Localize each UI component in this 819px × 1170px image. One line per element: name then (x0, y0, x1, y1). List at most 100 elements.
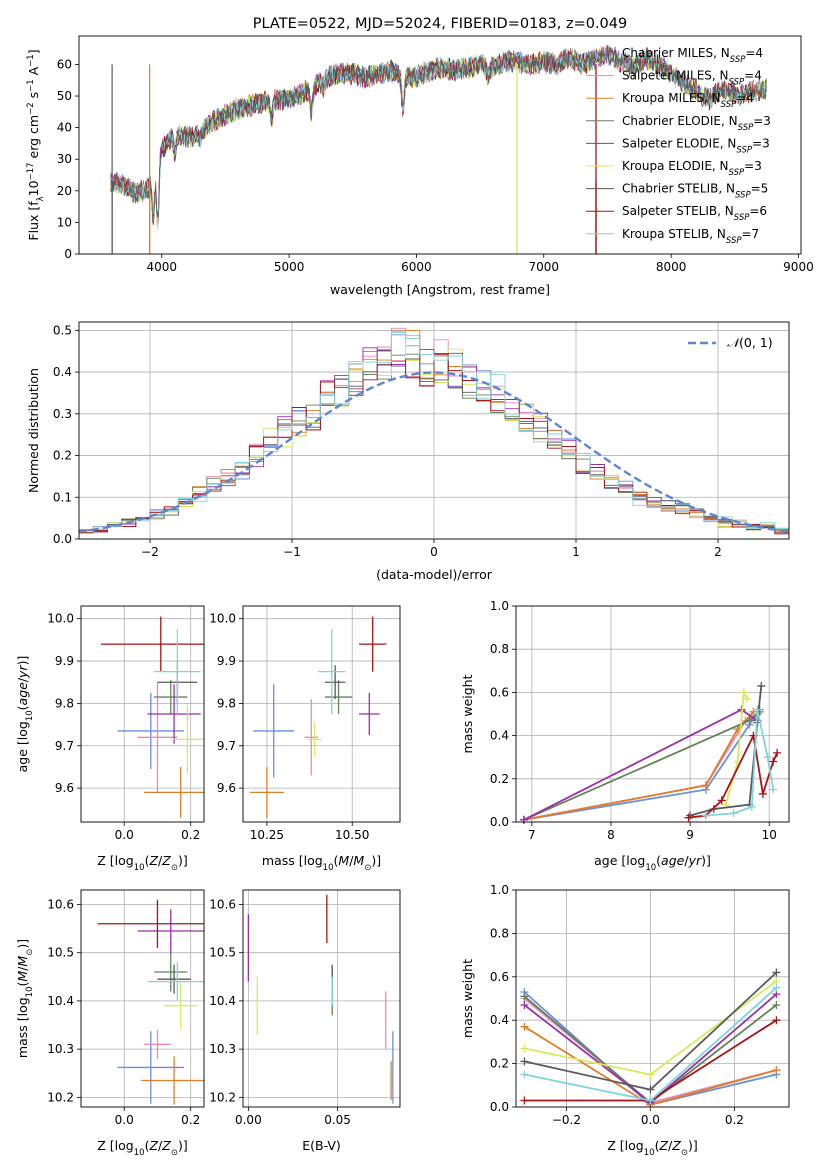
legend-entry-kroupa_elodie: Kroupa ELODIE, NSSP=3 (622, 159, 762, 178)
x-axis-label: Z [log10(Z/Z⊙)] (607, 1138, 697, 1158)
mass-weight-point-chabrier_stelib (520, 1057, 529, 1066)
mass-weight-line-kroupa_stelib (705, 709, 775, 817)
axes-residuals: −2 −1 0 1 2 0.0 0.1 0.2 0.3 0.4 0.5 𝒩(0, 1) (data-mo… (26, 321, 790, 582)
y-tick-label: 10.2 (47, 1090, 74, 1104)
mass-weight-point-kroupa_stelib (769, 785, 778, 794)
x-tick-label: 7 (528, 828, 536, 842)
x-tick-label: 0.2 (725, 1113, 744, 1127)
y-tick-label: 9.6 (217, 781, 236, 795)
mass-weight-point-kroupa_stelib (763, 753, 772, 762)
mass-weight-point-kroupa_miles (520, 1022, 529, 1031)
legend: Chabrier MILES, NSSP=4 Salpeter MILES, NS… (586, 46, 771, 246)
y-tick-label: 9.9 (217, 654, 236, 668)
y-tick-label: 0.0 (490, 815, 509, 829)
axes-frame (80, 605, 205, 823)
y-tick-label: 9.9 (55, 654, 74, 668)
x-tick-label: −2 (141, 545, 159, 559)
mass-weight-point-salpeter_stelib (758, 789, 767, 798)
mass-weight-point-kroupa_stelib (753, 705, 762, 714)
gaussian-curve (79, 371, 789, 533)
x-axis-label: E(B-V) (302, 1138, 341, 1153)
y-axis-label: mass weight (460, 959, 475, 1038)
axes-frame (515, 605, 790, 823)
x-axis-label: Z [log10(Z/Z⊙)] (97, 1138, 187, 1158)
y-tick-label: 0.4 (53, 365, 72, 379)
legend-entry-chabrier_stelib: Chabrier STELIB, NSSP=5 (622, 182, 768, 201)
x-tick-label: 0.0 (641, 1113, 660, 1127)
axes-frame (242, 889, 401, 1108)
y-axis-label: age [log10(age/yr)] (15, 656, 35, 773)
y-tick-label: 9.8 (217, 696, 236, 710)
y-tick-label: 0.6 (490, 970, 509, 984)
legend-entry-chabrier_miles: Chabrier MILES, NSSP=4 (622, 46, 763, 65)
y-tick-label: 10.6 (209, 897, 236, 911)
y-tick-label: 0.4 (490, 729, 509, 743)
mass-weight-point-chabrier_stelib (757, 681, 766, 690)
y-axis-label: mass weight (460, 674, 475, 753)
y-tick-label: 0.2 (53, 449, 72, 463)
x-tick-label: 9000 (783, 260, 814, 274)
y-tick-label: 0 (64, 247, 72, 261)
y-tick-label: 9.8 (55, 696, 74, 710)
x-tick-label: 4000 (146, 260, 177, 274)
y-tick-label: 1.0 (490, 883, 509, 897)
y-tick-label: 50 (57, 89, 72, 103)
axes-massweight_vs_age: 7 8 9 10 0.0 0.2 0.4 0.6 0.8 1.0 age [log10(age/yr… (460, 599, 790, 873)
mass-weight-point-salpeter_stelib (773, 748, 782, 757)
mass-weight-point-kroupa_elodie (739, 688, 748, 697)
axes-age_vs_mass: 10.25 10.50 9.6 9.7 9.8 9.9 10.0 mass [log10(M/… (209, 605, 401, 873)
mass-weight-point-salpeter_elodie (520, 1001, 529, 1010)
mass-weight-point-kroupa_stelib (772, 983, 781, 992)
x-tick-label: −0.2 (552, 1113, 581, 1127)
mass-weight-point-kroupa_stelib (729, 809, 738, 818)
chart-title: PLATE=0522, MJD=52024, FIBERID=0183, z=0… (253, 16, 627, 32)
y-tick-label: 10.4 (47, 994, 74, 1008)
x-tick-label: 0.2 (181, 828, 200, 842)
mass-weight-point-kroupa_stelib (520, 1070, 529, 1079)
mass-weight-point-kroupa_miles (701, 781, 710, 790)
y-tick-label: 0.8 (490, 642, 509, 656)
mass-weight-point-salpeter_elodie (519, 815, 528, 824)
x-axis-label: (data-model)/error (376, 567, 493, 582)
mass-weight-point-kroupa_stelib (701, 811, 710, 820)
x-tick-label: −1 (283, 545, 301, 559)
y-tick-label: 40 (57, 121, 72, 135)
mass-weight-point-salpeter_stelib (520, 1096, 529, 1105)
legend-entry-kroupa_stelib: Kroupa STELIB, NSSP=7 (622, 227, 759, 246)
mass-weight-line-chabrier_elodie (523, 711, 761, 821)
y-tick-label: 0.0 (490, 1100, 509, 1114)
mass-weight-point-kroupa_elodie (520, 1044, 529, 1053)
legend-entry-chabrier_elodie: Chabrier ELODIE, NSSP=3 (622, 114, 771, 133)
mass-weight-point-salpeter_stelib (717, 796, 726, 805)
axes-massweight_vs_Z: −0.2 0.0 0.2 0.0 0.2 0.4 0.6 0.8 1.0 Z [log10(Z/Z… (460, 883, 790, 1158)
y-tick-label: 9.7 (217, 739, 236, 753)
y-tick-label: 10.0 (47, 612, 74, 626)
y-tick-label: 10.6 (47, 897, 74, 911)
y-tick-label: 10.0 (209, 612, 236, 626)
x-tick-label: 10.50 (335, 828, 369, 842)
x-axis-label: Z [log10(Z/Z⊙)] (97, 853, 187, 873)
x-tick-label: 10 (762, 828, 777, 842)
x-tick-label: 2 (714, 545, 722, 559)
axes-age_vs_Z: 0.0 0.2 9.6 9.7 9.8 9.9 10.0 Z [log10(Z/Z⊙)] age… (15, 605, 205, 873)
y-tick-label: 0.5 (53, 323, 72, 337)
x-tick-label: 0 (430, 545, 438, 559)
y-tick-label: 0.6 (490, 685, 509, 699)
mass-weight-point-salpeter_stelib (769, 757, 778, 766)
mass-weight-line-kroupa_elodie (724, 689, 748, 805)
mass-weight-point-chabrier_stelib (772, 968, 781, 977)
axes-spectrum: 4000 5000 6000 7000 8000 9000 0 10 20 30 40 50 60 PLA… (26, 16, 814, 297)
y-tick-label: 60 (57, 57, 72, 71)
axes-frame (80, 889, 205, 1108)
x-axis-label: age [log10(age/yr)] (594, 853, 711, 873)
y-tick-label: 10.5 (47, 946, 74, 960)
mass-weight-point-chabrier_elodie (520, 992, 529, 1001)
x-tick-label: 0.0 (115, 1113, 134, 1127)
x-tick-label: 0.2 (181, 1113, 200, 1127)
y-tick-label: 10.2 (209, 1090, 236, 1104)
y-tick-label: 10.3 (47, 1042, 74, 1056)
axes-mass_vs_Z: 0.0 0.2 10.2 10.3 10.4 10.5 10.6 Z [log10(Z/Z⊙)… (15, 889, 205, 1158)
y-tick-label: 0.2 (490, 1057, 509, 1071)
axes-frame (515, 889, 790, 1108)
mass-weight-point-kroupa_elodie (646, 1070, 655, 1079)
